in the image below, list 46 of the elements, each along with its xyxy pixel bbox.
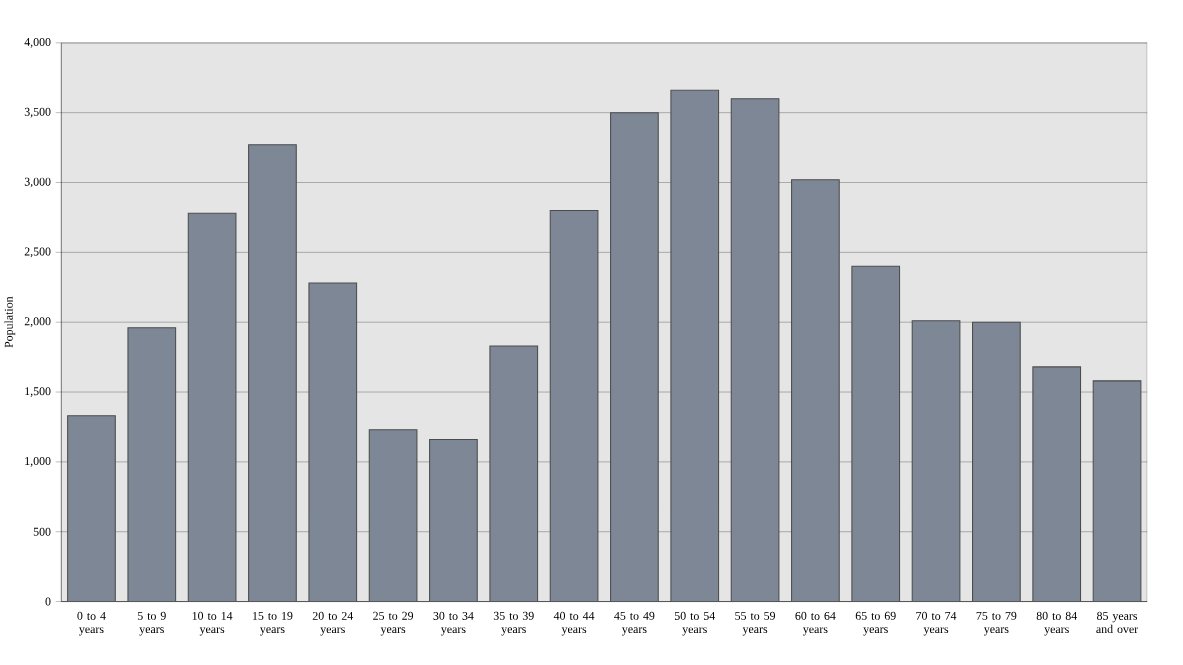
- x-tick-label: 5 to 9 years: [137, 611, 166, 636]
- x-tick-label: 70 to 74 years: [916, 611, 957, 636]
- x-tick-label: 85 years and over: [1096, 611, 1139, 634]
- bar: [429, 438, 478, 602]
- x-tick-label: 50 to 54 years: [674, 611, 716, 636]
- bar: [610, 112, 659, 602]
- x-tick-label: 20 to 24 years: [312, 611, 354, 636]
- x-tick-label: 60 to 64 years: [795, 611, 836, 636]
- x-tick-label: 15 to 19 years: [253, 611, 293, 636]
- bar: [730, 98, 780, 602]
- bar: [1092, 380, 1142, 602]
- x-tick-label: 35 to 39 years: [493, 611, 534, 636]
- x-tick-label: 40 to 44 years: [553, 611, 595, 636]
- x-tick-label: 25 to 29 years: [373, 611, 414, 636]
- x-tick-label: 10 to 14 years: [192, 611, 233, 636]
- bar: [670, 89, 720, 602]
- bar: [187, 212, 237, 602]
- y-tick-label: 2,500: [24, 247, 51, 258]
- y-tick-label: 1,000: [25, 456, 51, 467]
- bar: [549, 209, 599, 602]
- y-tick-label: 0: [45, 597, 51, 606]
- x-tick-label: 75 to 79 years: [976, 611, 1017, 636]
- x-tick-label: 55 to 59 years: [735, 611, 776, 636]
- bar: [791, 179, 840, 602]
- bar: [127, 327, 177, 602]
- bar: [248, 144, 297, 602]
- bar: [489, 345, 539, 602]
- x-tick-label: 30 to 34 years: [433, 611, 474, 636]
- x-tick-label: 65 to 69 years: [855, 611, 896, 636]
- bar: [911, 320, 961, 602]
- y-tick-label: 3,000: [24, 177, 51, 188]
- bar: [368, 429, 418, 602]
- y-tick-label: 4,000: [24, 37, 51, 48]
- bar: [972, 321, 1021, 602]
- x-tick-label: 45 to 49 years: [614, 611, 655, 636]
- y-axis-title: Population: [4, 296, 16, 348]
- bar: [1032, 366, 1082, 602]
- x-tick-label: 0 to 4 years: [77, 611, 106, 636]
- x-tick-label: 80 to 84 years: [1036, 611, 1077, 636]
- bar: [851, 265, 901, 602]
- bar: [67, 415, 116, 602]
- y-tick-label: 500: [33, 527, 51, 536]
- y-tick-label: 3,500: [24, 107, 51, 118]
- y-tick-label: 2,000: [24, 317, 51, 328]
- y-tick-label: 1,500: [25, 387, 51, 397]
- bar: [308, 282, 358, 602]
